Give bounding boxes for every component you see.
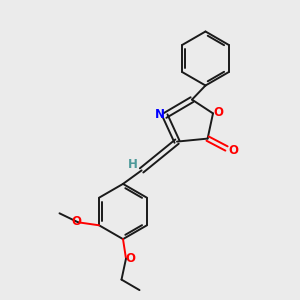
Text: N: N: [155, 108, 165, 122]
Text: O: O: [72, 215, 82, 228]
Text: H: H: [128, 158, 138, 171]
Text: O: O: [126, 252, 136, 265]
Text: O: O: [213, 106, 223, 119]
Text: O: O: [228, 143, 238, 157]
